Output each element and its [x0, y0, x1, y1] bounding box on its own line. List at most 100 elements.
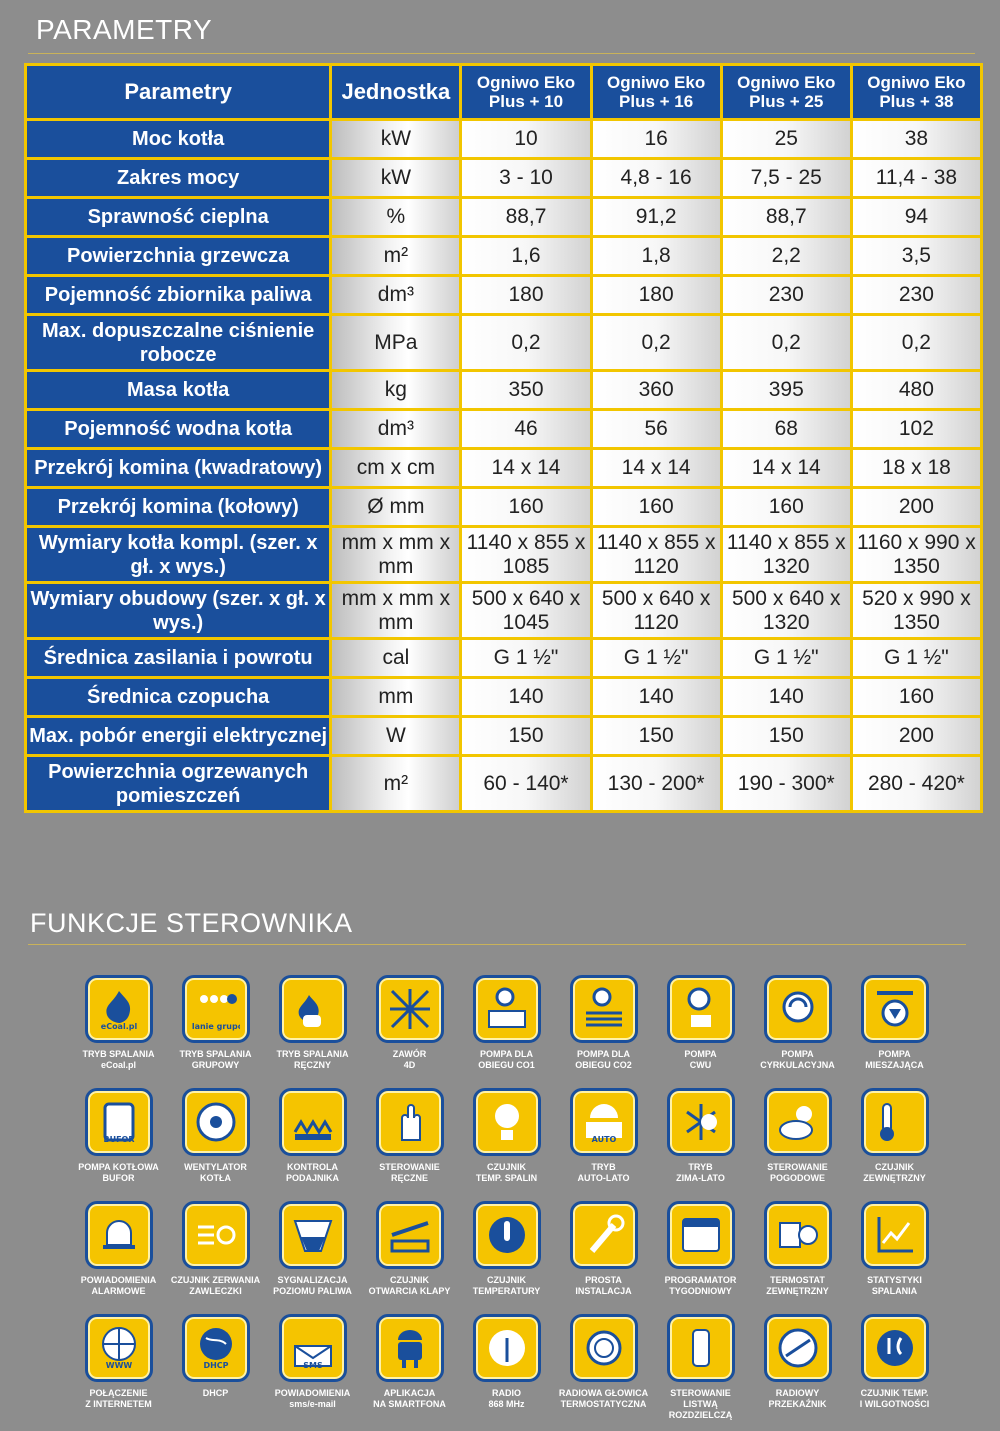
table-row: Sprawność cieplna% 88,7 91,2 88,7 94	[27, 199, 980, 235]
buffer-tank-icon: BUFOR	[84, 1088, 153, 1156]
pump-mixing-icon	[860, 975, 929, 1043]
value-cell: 18 x 18	[852, 450, 980, 486]
value-cell: 140	[722, 679, 850, 715]
value-cell: 500 x 640 x 1120	[592, 584, 720, 637]
value-cell: 350	[462, 372, 590, 408]
globe-www-icon: WWW	[84, 1314, 153, 1382]
icon-badge-text: DHCP	[203, 1361, 228, 1370]
icon-badge-text: eCoal.pl	[100, 1022, 137, 1031]
function-label: CZUJNIK OTWARCIA KLAPY	[368, 1275, 451, 1296]
value-cell: 1140 x 855 x 1085	[462, 528, 590, 581]
value-cell: 130 - 200*	[592, 757, 720, 810]
hand-flame-icon-glyph	[298, 995, 321, 1027]
functions-divider	[28, 944, 966, 945]
function-label: TERMOSTAT ZEWNĘTRZNY	[766, 1275, 829, 1296]
radio-antenna-icon	[472, 1314, 541, 1382]
param-name-cell: Powierzchnia ogrzewanych pomieszczeń	[27, 757, 330, 810]
function-tile: BUFOR POMPA KOTŁOWA BUFOR	[70, 1088, 167, 1201]
value-cell: 180	[462, 277, 590, 313]
function-tile: RADIOWY PRZEKAŹNIK	[749, 1314, 846, 1427]
function-label: STATYSTYKI SPALANIA	[867, 1275, 922, 1296]
function-tile: SYGNALIZACJA POZIOMU PALIWA	[264, 1201, 361, 1314]
unit-cell: %	[332, 199, 460, 235]
value-cell: 10	[462, 121, 590, 157]
function-tile: POMPA DLA OBIEGU CO1	[458, 975, 555, 1088]
function-label: PROSTA INSTALACJA	[575, 1275, 632, 1296]
function-label: TRYB ZIMA-LATO	[676, 1162, 725, 1183]
chart-icon	[860, 1201, 929, 1269]
parameters-divider	[28, 53, 975, 54]
flame-icon-glyph: eCoal.pl	[100, 991, 137, 1031]
group-burn-icon: spalanie grupowe	[181, 975, 250, 1043]
buffer-tank-icon-glyph: BUFOR	[103, 1102, 134, 1144]
function-tile: AUTO TRYB AUTO-LATO	[555, 1088, 652, 1201]
radio-head-icon-glyph	[586, 1330, 621, 1366]
function-label: RADIO 868 MHz	[488, 1388, 525, 1409]
table-row: Moc kotła kW 10 16 25 38	[27, 121, 980, 157]
unit-cell: kW	[332, 121, 460, 157]
function-tile: RADIO 868 MHz	[458, 1314, 555, 1427]
table-body: Moc kotła kW 10 16 25 38 Zakres mocy kW 3 - 10 4,…	[27, 121, 980, 810]
function-label: TRYB SPALANIA eCoal.pl	[82, 1049, 155, 1070]
header-cell-unit: Jednostka	[332, 66, 460, 118]
table-row: Powierzchnia ogrzewanych pomieszczeń m² 60…	[27, 757, 980, 810]
function-tile: spalanie grupowe TRYB SPALANIA GRUPOWY	[167, 975, 264, 1088]
function-tile: POMPA MIESZAJĄCA	[846, 975, 943, 1088]
hand-flame-icon	[278, 975, 347, 1043]
thermometer-icon-glyph	[488, 1217, 525, 1253]
param-name-cell: Max. dopuszczalne ciśnienie robocze	[27, 316, 330, 369]
value-cell: 500 x 640 x 1320	[722, 584, 850, 637]
value-cell: 88,7	[462, 199, 590, 235]
param-name-cell: Zakres mocy	[27, 160, 330, 196]
model-38-label: Ogniwo Eko Plus + 38	[867, 73, 966, 111]
value-cell: 160	[462, 489, 590, 525]
thermometer-icon	[472, 1201, 541, 1269]
function-label: STEROWANIE RĘCZNE	[379, 1162, 440, 1183]
unit-cell: mm	[332, 679, 460, 715]
value-cell: 25	[722, 121, 850, 157]
function-tile: CZUJNIK TEMP. SPALIN	[458, 1088, 555, 1201]
sun-auto-icon: AUTO	[569, 1088, 638, 1156]
function-label: TRYB AUTO-LATO	[577, 1162, 630, 1183]
android-icon-glyph	[397, 1330, 422, 1368]
function-label: POWIADOMIENIA sms/e-mail	[274, 1388, 351, 1409]
function-label: TRYB SPALANIA RĘCZNY	[276, 1049, 349, 1070]
function-label: STEROWANIE POGODOWE	[767, 1162, 828, 1183]
value-cell: G 1 ½"	[462, 640, 590, 676]
value-cell: 360	[592, 372, 720, 408]
pump-radiator-icon-glyph	[487, 987, 526, 1028]
function-tile: WWW POŁĄCZENIE Z INTERNETEM	[70, 1314, 167, 1427]
value-cell: 3,5	[852, 238, 980, 274]
function-label: POMPA MIESZAJĄCA	[865, 1049, 924, 1070]
value-cell: 520 x 990 x 1350	[852, 584, 980, 637]
value-cell: 7,5 - 25	[722, 160, 850, 196]
param-name-cell: Wymiary obudowy (szer. x gł. x wys.)	[27, 584, 330, 637]
dhcp-globe-icon-glyph: DHCP	[199, 1328, 232, 1370]
shear-pin-icon-glyph	[197, 1225, 235, 1245]
pump-floor-icon-glyph	[585, 987, 622, 1027]
radio-relay-icon	[763, 1314, 832, 1382]
table-row: Średnica czopucha mm 140 140 140 160	[27, 679, 980, 715]
function-label: SYGNALIZACJA POZIOMU PALIWA	[273, 1275, 352, 1296]
table-row: Max. dopuszczalne ciśnienie robocze MPa 0,…	[27, 316, 980, 369]
function-tile: TRYB SPALANIA RĘCZNY	[264, 975, 361, 1088]
value-cell: 91,2	[592, 199, 720, 235]
outdoor-thermometer-icon	[860, 1088, 929, 1156]
model-25-label: Ogniwo Eko Plus + 25	[737, 73, 836, 111]
value-cell: 94	[852, 199, 980, 235]
function-label: POMPA CYRKULACYJNA	[760, 1049, 835, 1070]
valve-icon-glyph	[389, 989, 430, 1029]
param-name-cell: Wymiary kotła kompl. (szer. x gł. x wys.…	[27, 528, 330, 581]
functions-grid: eCoal.pl TRYB SPALANIA eCoal.pl spalanie g…	[70, 975, 942, 1427]
function-tile: STEROWANIE LISTWĄ ROZDZIELCZĄ	[652, 1314, 749, 1427]
function-tile: DHCP DHCP	[167, 1314, 264, 1427]
function-tile: RADIOWA GŁOWICA TERMOSTATYCZNA	[555, 1314, 652, 1427]
temp-humidity-icon-glyph	[876, 1330, 913, 1366]
value-cell: 0,2	[722, 316, 850, 369]
param-name-cell: Pojemność wodna kotła	[27, 411, 330, 447]
function-label: POŁĄCZENIE Z INTERNETEM	[85, 1388, 152, 1409]
table-row: Wymiary kotła kompl. (szer. x gł. x wys.…	[27, 528, 980, 581]
function-tile: PROSTA INSTALACJA	[555, 1201, 652, 1314]
table-row: Zakres mocy kW 3 - 10 4,8 - 16 7,5 - 25 11,4 …	[27, 160, 980, 196]
value-cell: 14 x 14	[592, 450, 720, 486]
